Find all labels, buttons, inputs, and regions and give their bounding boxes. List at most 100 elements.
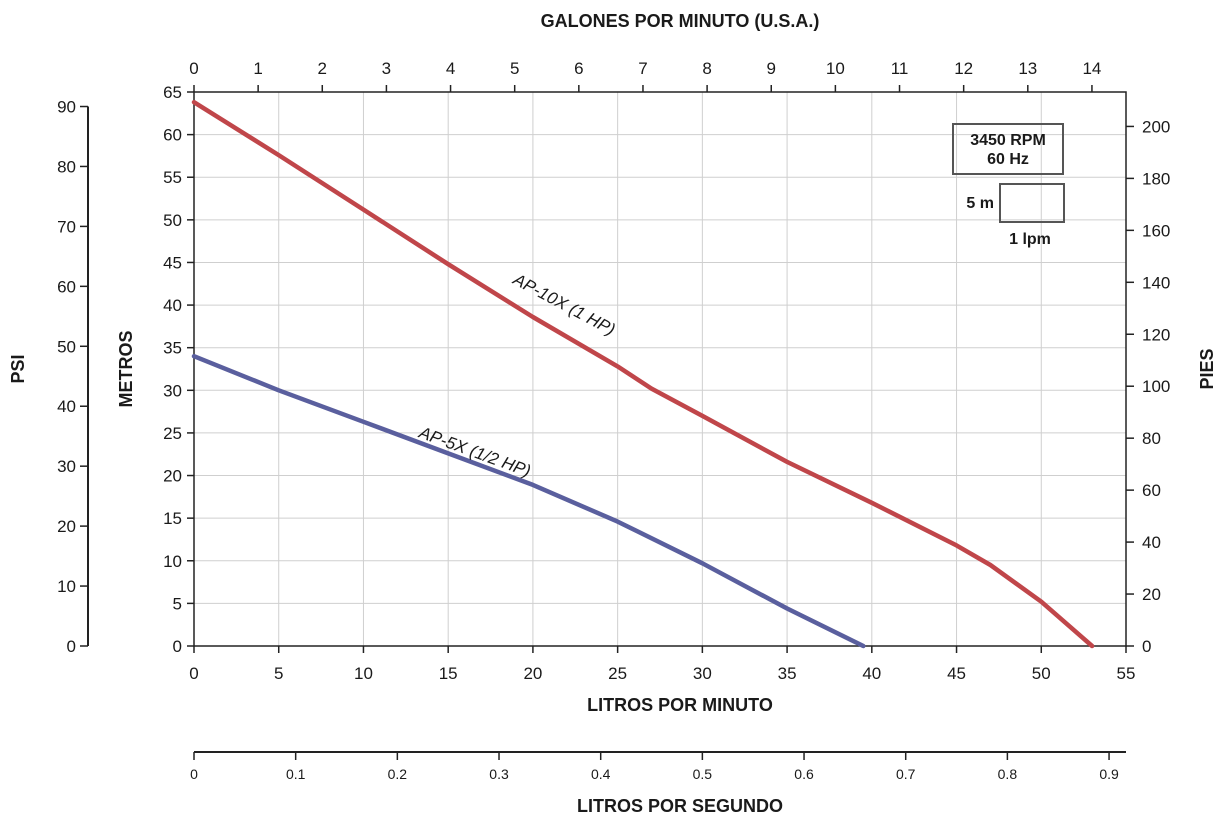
left-tick-label: 80 bbox=[57, 157, 76, 176]
x-tick-label: 35 bbox=[778, 664, 797, 683]
bottom-tick-label: 0.4 bbox=[591, 766, 611, 782]
scale-box bbox=[999, 183, 1065, 223]
left-tick-label: 60 bbox=[57, 277, 76, 296]
bottom-axis-title: LITROS POR SEGUNDO bbox=[577, 796, 783, 816]
y-axis: METROS 0 5 10 15 20 25 30 35 40 45 50 55 60 65 bbox=[116, 83, 194, 656]
series-line-0 bbox=[191, 99, 1095, 649]
right-tick-label: 200 bbox=[1142, 117, 1170, 136]
right-tick-label: 60 bbox=[1142, 481, 1161, 500]
bottom-tick-label: 0.2 bbox=[388, 766, 408, 782]
x-tick-label: 20 bbox=[523, 664, 542, 683]
scale-lpm-text: 1 lpm bbox=[1009, 231, 1051, 248]
right-axis: PIES 0 20 40 60 80 100 120 140 160 180 200 bbox=[1126, 117, 1217, 656]
right-tick-label: 120 bbox=[1142, 325, 1170, 344]
bottom-tick-label: 0.6 bbox=[794, 766, 814, 782]
right-tick-label: 0 bbox=[1142, 637, 1151, 656]
top-axis-title: GALONES POR MINUTO (U.S.A.) bbox=[541, 11, 820, 31]
curve-label-ap-10x: AP-10X (1 HP) bbox=[509, 269, 618, 339]
right-tick-label: 140 bbox=[1142, 273, 1170, 292]
bottom-tick-label: 0.1 bbox=[286, 766, 306, 782]
x-tick-label: 5 bbox=[274, 664, 283, 683]
top-tick-label: 12 bbox=[954, 59, 973, 78]
bottom-axis: LITROS POR SEGUNDO 0 0.1 0.2 0.3 0.4 0.5 0.6 0.… bbox=[190, 751, 1126, 816]
rpm-text: 3450 RPM bbox=[970, 132, 1046, 149]
top-tick-label: 6 bbox=[574, 59, 583, 78]
y-tick-label: 25 bbox=[163, 424, 182, 443]
y-tick-label: 30 bbox=[163, 381, 182, 400]
y-tick-label: 35 bbox=[163, 339, 182, 358]
y-tick-label: 45 bbox=[163, 253, 182, 272]
top-tick-label: 13 bbox=[1018, 59, 1037, 78]
left-axis-title: PSI bbox=[8, 354, 28, 383]
series-group bbox=[191, 99, 1095, 649]
right-tick-label: 100 bbox=[1142, 377, 1170, 396]
y-tick-label: 10 bbox=[163, 552, 182, 571]
y-tick-label: 20 bbox=[163, 467, 182, 486]
left-tick-label: 40 bbox=[57, 397, 76, 416]
scale-m-text: 5 m bbox=[966, 195, 994, 212]
y-tick-label: 55 bbox=[163, 168, 182, 187]
y-tick-label: 65 bbox=[163, 83, 182, 102]
x-tick-label: 0 bbox=[189, 664, 198, 683]
left-tick-label: 90 bbox=[57, 98, 76, 117]
x-tick-label: 10 bbox=[354, 664, 373, 683]
right-tick-label: 180 bbox=[1142, 169, 1170, 188]
y-tick-label: 50 bbox=[163, 211, 182, 230]
top-tick-label: 14 bbox=[1082, 59, 1101, 78]
y-tick-label: 0 bbox=[173, 637, 182, 656]
x-axis-title: LITROS POR MINUTO bbox=[587, 695, 773, 715]
x-tick-label: 30 bbox=[693, 664, 712, 683]
left-tick-label: 30 bbox=[57, 457, 76, 476]
y-axis-title: METROS bbox=[116, 330, 136, 407]
top-axis: GALONES POR MINUTO (U.S.A.) 0 1 2 3 4 5 6 7 8 9 10… bbox=[189, 11, 1101, 92]
left-axis: PSI 0 10 20 30 40 50 60 70 80 90 bbox=[8, 98, 89, 656]
bottom-tick-label: 0.3 bbox=[489, 766, 509, 782]
rpm-box bbox=[952, 123, 1064, 175]
right-tick-label: 40 bbox=[1142, 533, 1161, 552]
hz-text: 60 Hz bbox=[987, 151, 1029, 168]
top-tick-label: 8 bbox=[702, 59, 711, 78]
x-tick-label: 55 bbox=[1117, 664, 1136, 683]
x-tick-label: 15 bbox=[439, 664, 458, 683]
curve-label-ap-5x: AP-5X (1/2 HP) bbox=[416, 423, 534, 481]
bottom-tick-label: 0.8 bbox=[998, 766, 1018, 782]
x-axis: LITROS POR MINUTO 0 5 10 15 20 25 30 35 40 45 50 55 bbox=[189, 646, 1135, 715]
top-tick-label: 7 bbox=[638, 59, 647, 78]
left-tick-label: 0 bbox=[67, 637, 76, 656]
y-tick-label: 40 bbox=[163, 296, 182, 315]
right-tick-label: 160 bbox=[1142, 221, 1170, 240]
right-tick-label: 20 bbox=[1142, 585, 1161, 604]
left-tick-label: 20 bbox=[57, 517, 76, 536]
y-tick-label: 15 bbox=[163, 509, 182, 528]
y-tick-label: 60 bbox=[163, 126, 182, 145]
grid bbox=[193, 91, 1127, 647]
top-tick-label: 3 bbox=[382, 59, 391, 78]
x-tick-label: 25 bbox=[608, 664, 627, 683]
top-tick-label: 0 bbox=[189, 59, 198, 78]
top-tick-label: 1 bbox=[253, 59, 262, 78]
series-line-1 bbox=[191, 353, 866, 649]
top-tick-label: 9 bbox=[767, 59, 776, 78]
right-axis-title: PIES bbox=[1197, 348, 1217, 389]
left-tick-label: 50 bbox=[57, 337, 76, 356]
y-tick-label: 5 bbox=[173, 594, 182, 613]
x-tick-label: 50 bbox=[1032, 664, 1051, 683]
bottom-tick-label: 0 bbox=[190, 766, 198, 782]
x-tick-label: 40 bbox=[862, 664, 881, 683]
curve-labels: AP-10X (1 HP) AP-5X (1/2 HP) bbox=[416, 269, 619, 481]
left-tick-label: 70 bbox=[57, 217, 76, 236]
left-tick-label: 10 bbox=[57, 577, 76, 596]
right-tick-label: 80 bbox=[1142, 429, 1161, 448]
top-tick-label: 4 bbox=[446, 59, 455, 78]
info-box: 3450 RPM 60 Hz 5 m 1 lpm bbox=[952, 123, 1065, 248]
top-tick-label: 5 bbox=[510, 59, 519, 78]
top-tick-label: 2 bbox=[318, 59, 327, 78]
top-tick-label: 10 bbox=[826, 59, 845, 78]
top-tick-label: 11 bbox=[891, 59, 909, 78]
bottom-tick-label: 0.5 bbox=[693, 766, 713, 782]
bottom-tick-label: 0.7 bbox=[896, 766, 916, 782]
bottom-tick-label: 0.9 bbox=[1099, 766, 1119, 782]
x-tick-label: 45 bbox=[947, 664, 966, 683]
plot-frame bbox=[193, 91, 1127, 647]
